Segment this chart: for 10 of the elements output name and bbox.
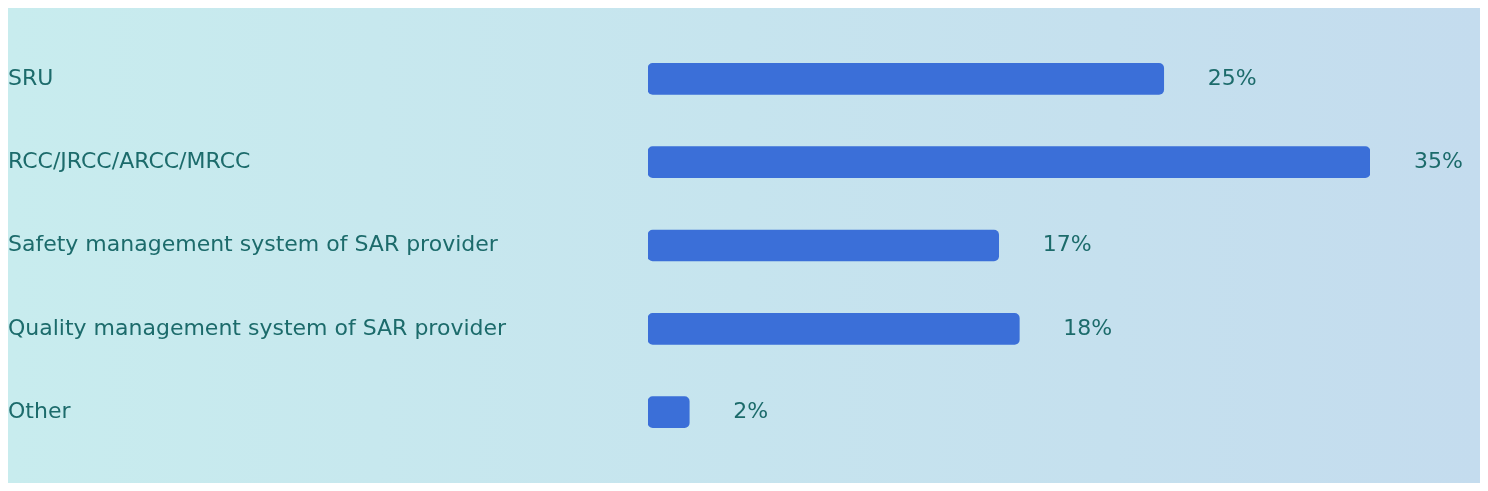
y-tick-label: Quality management system of SAR provider — [8, 314, 508, 340]
y-tick-label: SRU — [8, 64, 54, 90]
data-label: 17% — [1042, 231, 1092, 257]
data-label: 35% — [1414, 147, 1463, 173]
y-tick-label: Other — [8, 397, 72, 423]
data-label: 2% — [733, 397, 769, 423]
data-label: 18% — [1063, 314, 1113, 340]
y-tick-label: Safety management system of SAR provider — [8, 231, 499, 257]
y-tick-label: RCC/JRCC/ARCC/MRCC — [8, 147, 251, 173]
data-label: 25% — [1207, 64, 1257, 90]
